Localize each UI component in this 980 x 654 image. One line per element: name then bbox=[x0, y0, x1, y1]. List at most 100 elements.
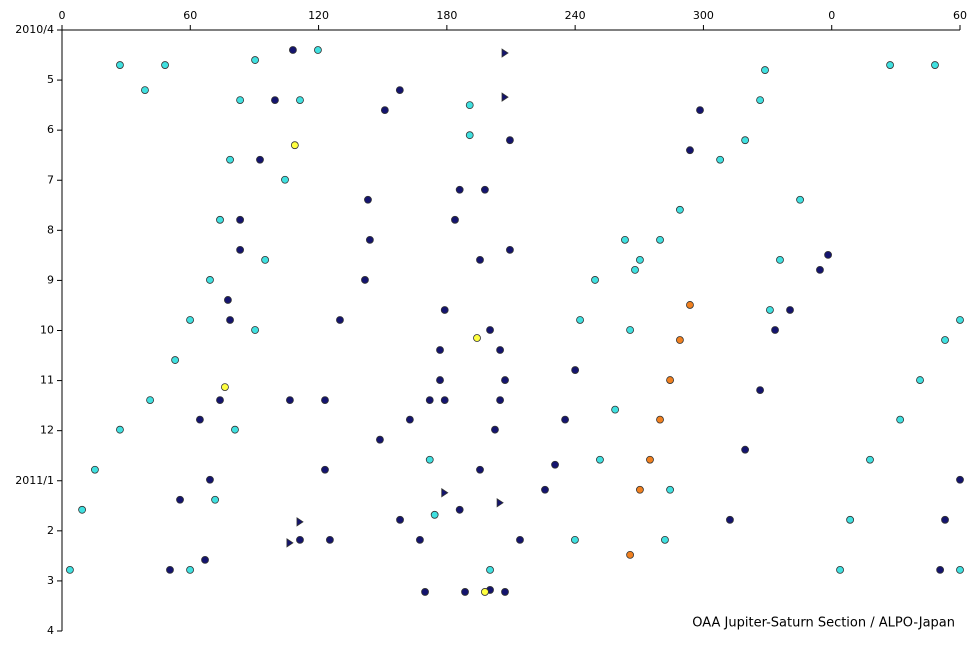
point bbox=[365, 235, 374, 244]
point bbox=[561, 415, 569, 424]
y-tick-label: 12 bbox=[40, 424, 54, 437]
point bbox=[78, 505, 86, 514]
point bbox=[676, 336, 684, 344]
point bbox=[771, 326, 779, 334]
point bbox=[441, 488, 449, 498]
point bbox=[576, 316, 584, 324]
point bbox=[571, 535, 579, 544]
point bbox=[226, 155, 234, 164]
point bbox=[686, 146, 694, 155]
point bbox=[611, 405, 620, 414]
point bbox=[846, 515, 855, 524]
point bbox=[473, 334, 481, 342]
point bbox=[314, 46, 322, 54]
point bbox=[286, 396, 294, 405]
y-tick-label: 2 bbox=[47, 524, 54, 537]
y-tick-label: 7 bbox=[47, 173, 54, 186]
point bbox=[816, 265, 824, 274]
point bbox=[286, 538, 294, 548]
point bbox=[116, 425, 124, 434]
point bbox=[201, 555, 209, 564]
point bbox=[491, 425, 499, 434]
y-tick-label: 8 bbox=[47, 223, 54, 236]
y-tick-label: 5 bbox=[47, 73, 54, 86]
point bbox=[741, 445, 750, 454]
point bbox=[741, 136, 750, 145]
point bbox=[461, 588, 469, 596]
point bbox=[161, 61, 169, 69]
y-tick-label: 3 bbox=[47, 574, 54, 587]
point bbox=[146, 396, 154, 405]
x-tick-label: 240 bbox=[565, 9, 586, 22]
point bbox=[496, 498, 504, 508]
point bbox=[941, 336, 949, 344]
point bbox=[666, 485, 674, 494]
point bbox=[496, 396, 504, 405]
point bbox=[686, 301, 694, 309]
point bbox=[716, 155, 725, 164]
point bbox=[506, 245, 514, 254]
point bbox=[364, 195, 372, 204]
point bbox=[756, 96, 764, 105]
point bbox=[216, 215, 224, 224]
point bbox=[541, 485, 549, 494]
point bbox=[646, 455, 654, 464]
point bbox=[405, 415, 414, 424]
point bbox=[866, 455, 874, 464]
point bbox=[421, 588, 429, 596]
point bbox=[216, 396, 224, 405]
point bbox=[956, 316, 964, 324]
point bbox=[956, 475, 964, 484]
point bbox=[116, 61, 124, 69]
point bbox=[231, 425, 239, 434]
x-tick-label: 300 bbox=[693, 9, 714, 22]
point bbox=[481, 185, 489, 194]
point bbox=[501, 92, 509, 102]
point bbox=[455, 505, 464, 514]
point bbox=[626, 550, 634, 559]
point bbox=[501, 588, 509, 596]
point bbox=[626, 326, 634, 334]
point bbox=[836, 565, 844, 574]
point bbox=[501, 376, 509, 384]
point bbox=[756, 386, 764, 394]
point bbox=[476, 255, 484, 264]
point bbox=[761, 66, 769, 74]
point bbox=[455, 185, 464, 194]
x-tick-label: 180 bbox=[436, 9, 457, 22]
point bbox=[186, 316, 194, 324]
point bbox=[430, 510, 439, 519]
point bbox=[656, 235, 664, 244]
point bbox=[256, 155, 264, 164]
x-tick-label: 0 bbox=[59, 9, 66, 22]
point bbox=[501, 48, 509, 58]
point bbox=[66, 565, 74, 574]
point bbox=[481, 588, 489, 596]
point bbox=[956, 565, 964, 574]
point bbox=[631, 265, 639, 274]
point bbox=[211, 495, 219, 504]
point bbox=[551, 460, 559, 469]
point bbox=[726, 515, 734, 524]
point bbox=[425, 396, 434, 405]
point bbox=[476, 465, 484, 474]
point bbox=[296, 517, 304, 527]
y-tick-label: 6 bbox=[47, 123, 54, 136]
point bbox=[506, 136, 514, 145]
point bbox=[251, 56, 259, 64]
x-tick-label: 60 bbox=[953, 9, 967, 22]
point bbox=[486, 326, 494, 334]
annotation: OAA Jupiter-Saturn Section / ALPO-Japan bbox=[692, 616, 955, 631]
point bbox=[451, 215, 459, 224]
point bbox=[931, 61, 939, 69]
point bbox=[141, 86, 149, 94]
point bbox=[596, 455, 604, 464]
point bbox=[896, 415, 905, 424]
point bbox=[941, 515, 949, 524]
point bbox=[496, 346, 504, 354]
point bbox=[440, 396, 449, 405]
point bbox=[661, 535, 669, 544]
point bbox=[571, 366, 580, 374]
point bbox=[786, 306, 794, 314]
